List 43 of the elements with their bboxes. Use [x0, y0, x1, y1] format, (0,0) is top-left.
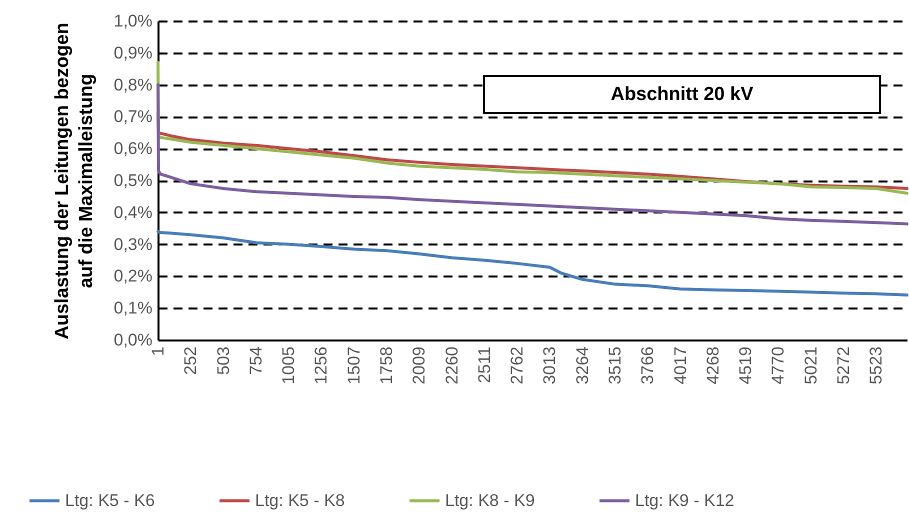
- line-series: [156, 230, 908, 297]
- x-tick-label: 3515: [606, 346, 625, 384]
- text-box: Abschnitt 20 kV: [483, 75, 881, 114]
- x-tick-label: 2762: [508, 346, 527, 384]
- x-tick-label: 252: [181, 346, 200, 375]
- x-tick-label: 4770: [768, 346, 788, 384]
- line-series: [156, 83, 908, 226]
- x-tick-label: 503: [214, 346, 233, 375]
- legend-label: Ltg: K5 - K8: [255, 490, 345, 510]
- y-tick-label: 0,8%: [114, 75, 152, 94]
- y-tick-label: 0,7%: [114, 107, 152, 126]
- legend-label: Ltg: K9 - K12: [635, 490, 734, 510]
- y-tick-label: 0,0%: [114, 330, 152, 350]
- y-tick-label: 0,2%: [114, 266, 152, 286]
- x-tick-label: 2511: [474, 346, 494, 384]
- x-tick-label: 1758: [377, 346, 396, 384]
- x-tick-label: 3766: [638, 346, 658, 384]
- y-tick-label: 0,5%: [114, 171, 152, 190]
- x-tick-label: 3013: [540, 346, 560, 384]
- legend-label: Ltg: K8 - K9: [445, 490, 535, 510]
- x-tick-label: 2009: [410, 346, 429, 384]
- x-tick-label: 1: [148, 346, 168, 356]
- x-tick-label: 5021: [801, 346, 820, 384]
- x-tick-label: 5523: [866, 346, 886, 384]
- x-tick-label: 4017: [670, 346, 690, 384]
- x-tick-label: 4268: [703, 346, 722, 384]
- y-tick-label: 0,6%: [114, 139, 152, 158]
- line-series: [156, 60, 908, 195]
- x-tick-label: 2260: [442, 346, 462, 384]
- x-tick-label: 754: [246, 346, 266, 375]
- x-tick-label: 1256: [312, 346, 331, 384]
- y-tick-label: 1,0%: [114, 12, 152, 30]
- x-tick-label: 1507: [344, 346, 364, 384]
- x-tick-label: 3264: [572, 346, 592, 384]
- y-axis-title: Auslastung der Leitungen bezogen auf die Maximalleistung: [52, 22, 97, 340]
- legend-label: Ltg: K5 - K6: [65, 490, 155, 510]
- y-tick-label: 0,9%: [114, 43, 152, 62]
- y-tick-label: 0,4%: [114, 202, 152, 222]
- y-tick-label: 0,3%: [114, 234, 152, 254]
- x-tick-label: 4519: [736, 346, 756, 384]
- x-tick-label: 1005: [279, 346, 298, 384]
- y-tick-label: 0,1%: [114, 298, 152, 318]
- x-tick-label: 5272: [834, 346, 854, 384]
